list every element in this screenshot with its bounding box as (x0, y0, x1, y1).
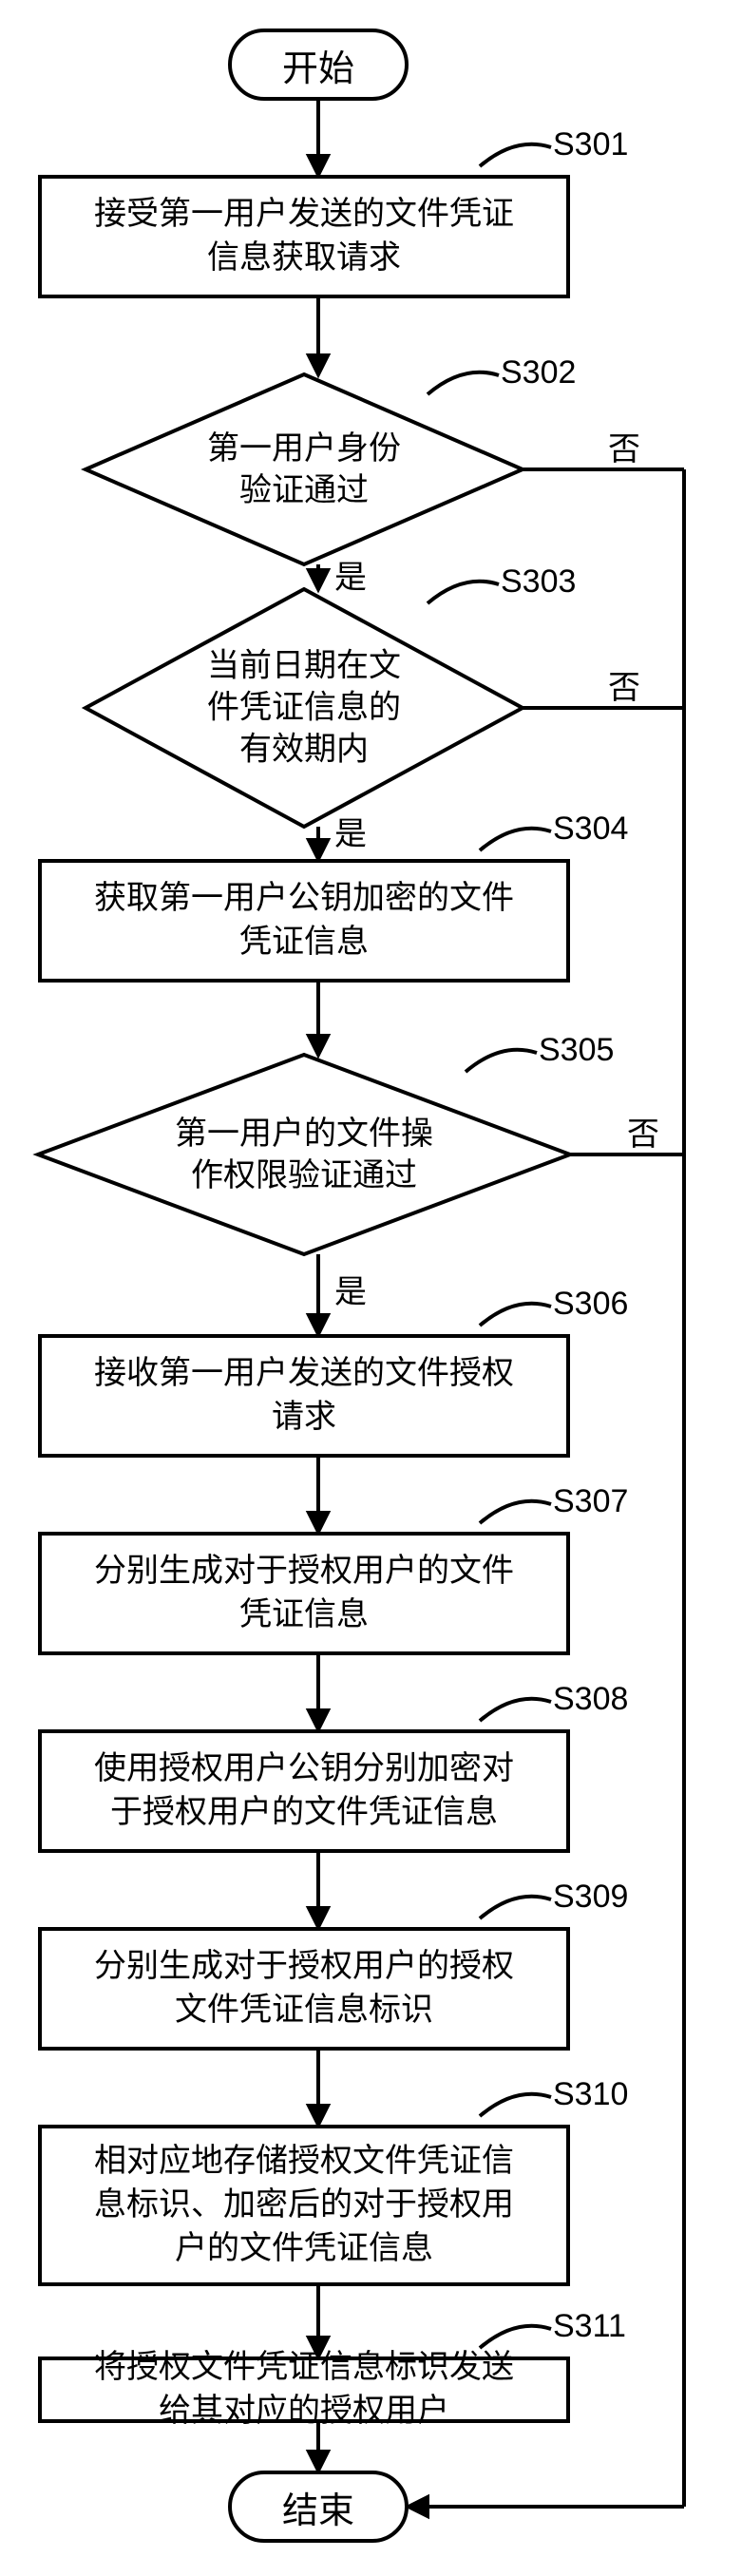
process-s309: 分别生成对于授权用户的授权文件凭证信息标识 (38, 1927, 570, 2051)
edge-label-no: 否 (608, 423, 640, 469)
step-label-s306: S306 (553, 1286, 628, 1323)
edge-label-yes: 是 (334, 808, 367, 854)
terminator-start: 开始 (228, 29, 409, 101)
terminator-start-label: 开始 (282, 39, 354, 91)
terminator-end-label: 结束 (282, 2481, 354, 2533)
process-s311: 将授权文件凭证信息标识发送给其对应的授权用户 (38, 2357, 570, 2423)
process-s306: 接收第一用户发送的文件授权请求 (38, 1334, 570, 1458)
process-s307: 分别生成对于授权用户的文件凭证信息 (38, 1532, 570, 1655)
step-label-s304: S304 (553, 811, 628, 848)
step-label-s310: S310 (553, 2076, 628, 2113)
process-s310: 相对应地存储授权文件凭证信息标识、加密后的对于授权用户的文件凭证信息 (38, 2125, 570, 2286)
step-label-s305: S305 (539, 1032, 614, 1069)
step-label-s311: S311 (553, 2308, 626, 2345)
edge-label-yes: 是 (334, 1266, 367, 1312)
decision-s302: 第一用户身份验证通过 (86, 374, 523, 564)
step-label-s302: S302 (501, 354, 576, 391)
decision-s303: 当前日期在文件凭证信息的有效期内 (86, 589, 523, 827)
process-s308: 使用授权用户公钥分别加密对于授权用户的文件凭证信息 (38, 1729, 570, 1853)
terminator-end: 结束 (228, 2471, 409, 2543)
flowchart-root: 开始 结束 接受第一用户发送的文件凭证信息获取请求 获取第一用户公钥加密的文件凭… (19, 19, 723, 2557)
edge-label-no: 否 (627, 1108, 659, 1154)
edge-label-yes: 是 (334, 551, 367, 598)
decision-s305: 第一用户的文件操作权限验证通过 (38, 1055, 570, 1254)
step-label-s301: S301 (553, 126, 628, 163)
step-label-s309: S309 (553, 1879, 628, 1916)
step-label-s307: S307 (553, 1483, 628, 1520)
step-label-s308: S308 (553, 1681, 628, 1718)
step-label-s303: S303 (501, 563, 576, 601)
process-s304: 获取第一用户公钥加密的文件凭证信息 (38, 859, 570, 983)
process-s301: 接受第一用户发送的文件凭证信息获取请求 (38, 175, 570, 298)
edge-label-no: 否 (608, 661, 640, 708)
